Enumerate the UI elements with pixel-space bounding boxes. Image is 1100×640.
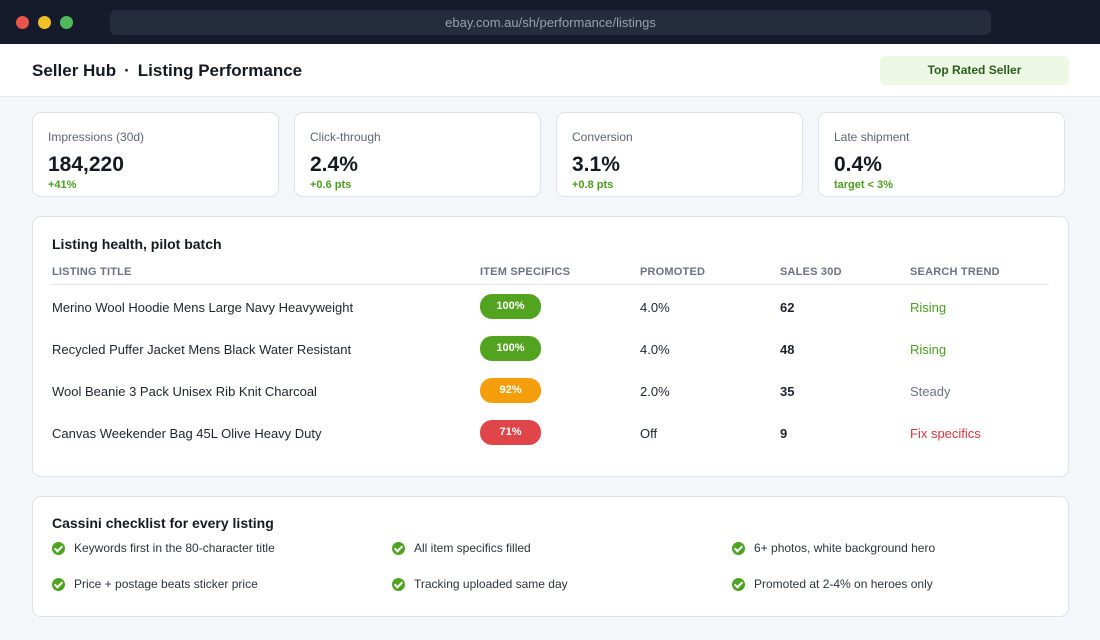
address-bar[interactable]: ebay.com.au/sh/performance/listings	[110, 10, 991, 35]
kpi-value: 3.1%	[572, 153, 620, 176]
page-name: Listing Performance	[137, 61, 303, 80]
search-trend: Steady	[910, 384, 951, 399]
kpi-value: 184,220	[48, 153, 124, 176]
checklist-item: Promoted at 2-4% on heroes only	[754, 577, 933, 591]
browser-titlebar: ebay.com.au/sh/performance/listings	[0, 0, 1100, 44]
cassini-checklist-card: Cassini checklist for every listing Keyw…	[32, 496, 1069, 617]
search-trend: Rising	[910, 300, 947, 315]
kpi-card-impressions: Impressions (30d) 184,220 +41%	[32, 112, 279, 197]
item-specifics-pill: 100%	[480, 336, 541, 361]
sales-count: 35	[780, 384, 795, 399]
kpi-card-click-through: Click-through 2.4% +0.6 pts	[294, 112, 541, 197]
top-rated-seller-badge: Top Rated Seller	[880, 56, 1069, 85]
checklist-item: All item specifics filled	[414, 541, 531, 555]
checklist-title: Cassini checklist for every listing	[52, 515, 274, 531]
item-specifics-pill: 100%	[480, 294, 541, 319]
kpi-value: 2.4%	[310, 153, 358, 176]
search-trend: Rising	[910, 342, 947, 357]
listing-title-link[interactable]: Canvas Weekender Bag 45L Olive Heavy Dut…	[52, 426, 322, 441]
listing-health-title: Listing health, pilot batch	[52, 236, 222, 252]
checklist-item: Price + postage beats sticker price	[74, 577, 258, 591]
check-circle-icon	[392, 578, 405, 591]
checklist-item: Keywords first in the 80-character title	[74, 541, 275, 555]
search-trend: Fix specifics	[910, 426, 981, 441]
kpi-card-late-shipment: Late shipment 0.4% target < 3%	[818, 112, 1065, 197]
column-header-promoted[interactable]: PROMOTED	[640, 266, 706, 278]
column-header-sales-30d[interactable]: SALES 30D	[780, 266, 842, 278]
listing-title-link[interactable]: Recycled Puffer Jacket Mens Black Water …	[52, 342, 352, 357]
checklist-item: 6+ photos, white background hero	[754, 541, 936, 555]
minimize-window-button[interactable]	[38, 16, 51, 29]
table-header-divider	[52, 284, 1049, 285]
check-circle-icon	[52, 578, 65, 591]
promoted-rate: Off	[640, 426, 658, 441]
promoted-rate: 2.0%	[640, 384, 670, 399]
kpi-label: Impressions (30d)	[48, 130, 145, 144]
check-circle-icon	[52, 542, 65, 555]
sales-count: 62	[780, 300, 795, 315]
kpi-label: Conversion	[572, 130, 633, 144]
promoted-rate: 4.0%	[640, 300, 670, 315]
maximize-window-button[interactable]	[60, 16, 73, 29]
kpi-delta: +41%	[48, 179, 77, 191]
promoted-rate: 4.0%	[640, 342, 670, 357]
column-header-item-specifics[interactable]: ITEM SPECIFICS	[480, 266, 571, 278]
listing-health-card: Listing health, pilot batch LISTING TITL…	[32, 216, 1069, 477]
kpi-value: 0.4%	[834, 153, 882, 176]
kpi-label: Click-through	[310, 130, 381, 144]
listing-title-link[interactable]: Merino Wool Hoodie Mens Large Navy Heavy…	[52, 300, 354, 315]
item-specifics-pill: 71%	[480, 420, 541, 445]
sales-count: 48	[780, 342, 795, 357]
check-circle-icon	[732, 542, 745, 555]
kpi-label: Late shipment	[834, 130, 910, 144]
app-name[interactable]: Seller Hub	[32, 61, 117, 80]
kpi-card-conversion: Conversion 3.1% +0.8 pts	[556, 112, 803, 197]
column-header-listing-title[interactable]: LISTING TITLE	[52, 266, 132, 278]
close-window-button[interactable]	[16, 16, 29, 29]
check-circle-icon	[392, 542, 405, 555]
sales-count: 9	[780, 426, 788, 441]
listing-title-link[interactable]: Wool Beanie 3 Pack Unisex Rib Knit Charc…	[52, 384, 317, 399]
kpi-delta: +0.6 pts	[310, 179, 352, 191]
item-specifics-pill: 92%	[480, 378, 541, 403]
title-separator: ·	[124, 61, 130, 80]
page-title: Seller Hub · Listing Performance	[32, 61, 302, 81]
kpi-delta: target < 3%	[834, 179, 893, 191]
page-header: Seller Hub · Listing Performance Top Rated…	[0, 44, 1100, 97]
kpi-delta: +0.8 pts	[572, 179, 614, 191]
checklist-item: Tracking uploaded same day	[414, 577, 568, 591]
column-header-search-trend[interactable]: SEARCH TREND	[910, 266, 1000, 278]
check-circle-icon	[732, 578, 745, 591]
